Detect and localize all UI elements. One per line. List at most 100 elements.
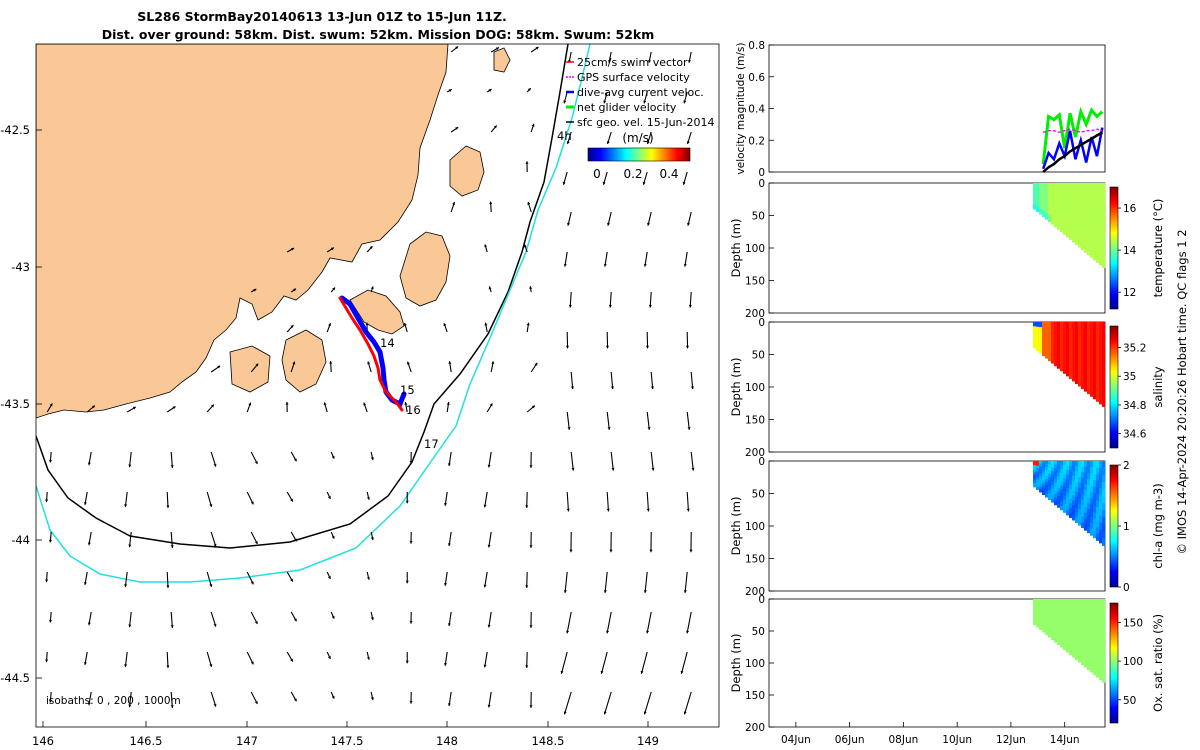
sal-cell [1057, 360, 1061, 365]
chl-cell [1075, 471, 1079, 477]
velocity-arrow-head [329, 361, 333, 364]
temp-cell [1051, 207, 1055, 211]
chl-cell [1081, 472, 1085, 479]
chl-cell [1069, 489, 1073, 495]
ox-ytick-label: 0 [758, 594, 765, 606]
temp-cell [1063, 204, 1067, 210]
temp-cell [1093, 189, 1097, 197]
chl-cell [1051, 478, 1055, 483]
sal-cell [1051, 325, 1055, 330]
temp-cell [1099, 217, 1103, 225]
chl-cell [1096, 461, 1100, 469]
velocity-arrow-head [529, 545, 533, 548]
chl-cell [1063, 486, 1067, 492]
velocity-arrow-head [254, 701, 258, 705]
temp-cell [1054, 223, 1058, 228]
ox-cell [1042, 601, 1046, 605]
sal-cell [1099, 369, 1103, 378]
temp-ytick-label: 150 [745, 276, 765, 288]
temp-cell [1075, 213, 1079, 220]
sal-cell [1093, 354, 1097, 361]
temp-cell [1057, 206, 1061, 211]
sal-cell [1084, 350, 1088, 358]
temp-cell [1048, 186, 1052, 190]
chl-cell [1057, 464, 1061, 470]
sal-cell [1075, 347, 1079, 354]
velocity-arrow-head [370, 286, 374, 290]
velocity-arrow-head [563, 100, 567, 104]
temp-cell [1090, 232, 1094, 240]
velocity-arrow-head [683, 263, 687, 267]
track-label-14: 14 [380, 336, 395, 350]
chl-cell [1093, 493, 1097, 500]
temp-cell [1042, 185, 1046, 190]
chl-cell [1060, 481, 1064, 486]
velocity-arrow [526, 491, 528, 508]
temp-cell [1102, 253, 1106, 261]
chl-cell [1078, 503, 1082, 510]
chl-cell [1084, 501, 1088, 508]
sal-cell [1060, 342, 1064, 347]
temp-cell [1078, 209, 1082, 216]
ox-cell [1090, 599, 1094, 606]
chl-cell [1102, 482, 1106, 490]
sal-cell [1066, 339, 1070, 345]
sal-cell [1084, 373, 1088, 381]
temp-cell [1090, 238, 1094, 246]
temp-ytick-label: 200 [745, 308, 765, 320]
legend-label-gps: GPS surface velocity [577, 71, 690, 84]
temp-cell [1060, 199, 1064, 204]
ox-cell [1090, 653, 1094, 661]
ox-cell [1060, 619, 1064, 624]
temp-cell [1045, 216, 1049, 220]
ox-cell [1081, 604, 1085, 611]
velocity-arrow-head [648, 304, 652, 308]
sal-cell [1066, 348, 1070, 354]
velocity-arrow [564, 571, 568, 593]
sal-cell [1042, 341, 1046, 345]
ox-cell [1072, 608, 1076, 614]
temp-cell [1057, 194, 1061, 199]
chl-cell [1087, 472, 1091, 480]
sal-cell [1066, 371, 1070, 377]
sal-cbar-tick-label: 35.2 [1123, 343, 1146, 355]
sal-cell [1081, 377, 1085, 384]
temp-cell [1069, 215, 1073, 222]
sal-cell [1033, 343, 1037, 347]
chl-cell [1048, 467, 1052, 472]
temp-cell [1075, 208, 1079, 215]
sal-cell [1075, 327, 1079, 333]
velocity-arrow-head [487, 544, 491, 548]
ox-cell [1087, 634, 1091, 641]
temp-cell [1045, 192, 1049, 196]
chl-cell [1039, 473, 1043, 477]
velocity-arrow [170, 691, 173, 708]
ox-cell [1057, 602, 1061, 608]
ox-cell [1072, 603, 1076, 610]
chl-cell [1099, 501, 1103, 510]
ox-cell [1063, 607, 1067, 613]
temp-cell [1072, 202, 1076, 209]
velocity-arrow-head [403, 322, 407, 326]
ox-cell [1051, 609, 1055, 613]
sal-cell [1045, 328, 1049, 332]
sal-cell [1084, 368, 1088, 375]
sal-cell [1078, 343, 1082, 350]
ox-cell [1078, 630, 1082, 637]
title-line-1: SL286 StormBay20140613 13-Jun 01Z to 15-… [137, 9, 507, 24]
velocity-arrow-head [489, 201, 493, 205]
chl-cell [1051, 464, 1055, 469]
temp-cell [1066, 183, 1070, 188]
sal-cell [1087, 381, 1091, 389]
temp-cell [1051, 189, 1055, 194]
ox-cell [1066, 612, 1070, 618]
sal-cell [1060, 362, 1064, 368]
chl-cell [1048, 470, 1052, 475]
sal-cell [1069, 373, 1073, 379]
chl-cell [1051, 485, 1055, 489]
temp-cell [1054, 186, 1058, 191]
chl-cell [1102, 531, 1106, 539]
velocity-arrow-head [645, 345, 650, 349]
chl-cell [1096, 513, 1100, 521]
velocity-arrow-head [689, 549, 693, 553]
